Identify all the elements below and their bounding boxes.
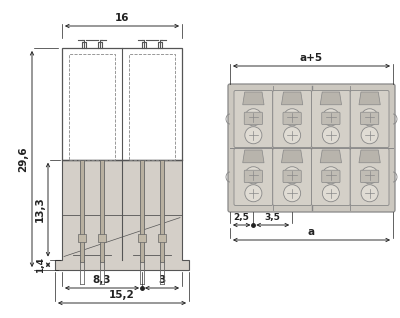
- Circle shape: [284, 185, 301, 202]
- Polygon shape: [138, 233, 146, 241]
- Circle shape: [322, 109, 339, 126]
- FancyBboxPatch shape: [244, 112, 262, 125]
- FancyBboxPatch shape: [322, 170, 340, 183]
- Circle shape: [245, 127, 262, 144]
- Text: a+5: a+5: [300, 53, 323, 63]
- Circle shape: [245, 167, 262, 184]
- Polygon shape: [160, 160, 164, 261]
- FancyBboxPatch shape: [350, 149, 389, 205]
- Text: 16: 16: [115, 13, 129, 23]
- Circle shape: [361, 109, 378, 126]
- Polygon shape: [123, 161, 181, 259]
- Polygon shape: [140, 160, 144, 261]
- Text: 2,5: 2,5: [234, 213, 250, 222]
- Circle shape: [361, 185, 378, 202]
- Polygon shape: [243, 92, 264, 105]
- Text: 3,5: 3,5: [265, 213, 281, 222]
- FancyBboxPatch shape: [234, 149, 273, 205]
- Polygon shape: [80, 160, 84, 261]
- Polygon shape: [98, 233, 106, 241]
- Circle shape: [361, 167, 378, 184]
- Polygon shape: [282, 150, 303, 163]
- Text: 29,6: 29,6: [18, 146, 28, 172]
- FancyBboxPatch shape: [228, 84, 395, 212]
- Polygon shape: [158, 233, 166, 241]
- Circle shape: [361, 127, 378, 144]
- Polygon shape: [78, 233, 86, 241]
- FancyBboxPatch shape: [283, 170, 301, 183]
- Circle shape: [284, 109, 301, 126]
- FancyBboxPatch shape: [360, 112, 379, 125]
- FancyBboxPatch shape: [350, 91, 389, 148]
- Circle shape: [322, 127, 339, 144]
- Circle shape: [284, 167, 301, 184]
- Text: 1,4: 1,4: [36, 257, 45, 273]
- Circle shape: [322, 167, 339, 184]
- Polygon shape: [359, 92, 380, 105]
- FancyBboxPatch shape: [312, 91, 350, 148]
- Polygon shape: [282, 92, 303, 105]
- FancyBboxPatch shape: [244, 170, 262, 183]
- Text: 3: 3: [158, 275, 166, 285]
- Circle shape: [245, 109, 262, 126]
- Circle shape: [284, 127, 301, 144]
- Text: 13,3: 13,3: [35, 197, 45, 223]
- Polygon shape: [55, 160, 189, 270]
- Text: 15,2: 15,2: [109, 290, 135, 300]
- Polygon shape: [320, 150, 342, 163]
- Circle shape: [322, 185, 339, 202]
- FancyBboxPatch shape: [322, 112, 340, 125]
- Circle shape: [245, 185, 262, 202]
- Polygon shape: [243, 150, 264, 163]
- FancyBboxPatch shape: [360, 170, 379, 183]
- FancyBboxPatch shape: [234, 91, 273, 148]
- Text: 8,3: 8,3: [93, 275, 111, 285]
- Polygon shape: [100, 160, 104, 261]
- Text: a: a: [308, 227, 315, 237]
- Polygon shape: [320, 92, 342, 105]
- Polygon shape: [359, 150, 380, 163]
- FancyBboxPatch shape: [283, 112, 301, 125]
- FancyBboxPatch shape: [273, 149, 312, 205]
- FancyBboxPatch shape: [312, 149, 350, 205]
- Polygon shape: [63, 161, 121, 259]
- FancyBboxPatch shape: [273, 91, 312, 148]
